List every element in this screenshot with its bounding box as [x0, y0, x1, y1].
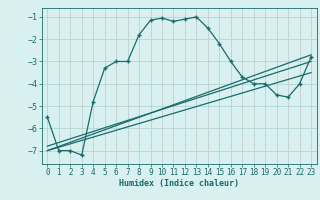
X-axis label: Humidex (Indice chaleur): Humidex (Indice chaleur) — [119, 179, 239, 188]
